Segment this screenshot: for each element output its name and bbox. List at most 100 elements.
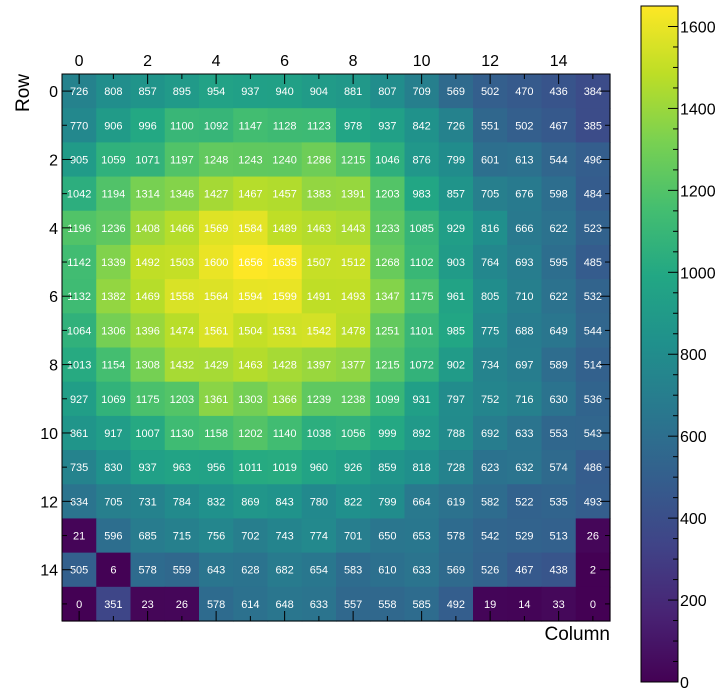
cell-value-label: 859 — [378, 462, 396, 474]
cell-value-label: 502 — [515, 120, 533, 132]
colorbar-tick-label: 1200 — [680, 183, 716, 200]
cell-value-label: 1194 — [102, 189, 126, 201]
cell-value-label: 960 — [310, 462, 328, 474]
cell-value-label: 857 — [447, 189, 465, 201]
cell-value-label: 1474 — [170, 325, 194, 337]
cell-value-label: 1147 — [239, 120, 263, 132]
cell-value-label: 927 — [70, 394, 88, 406]
cell-value-label: 985 — [447, 325, 465, 337]
cell-value-label: 705 — [481, 189, 499, 201]
cell-value-label: 654 — [310, 565, 328, 577]
cell-value-label: 23 — [142, 599, 154, 611]
cell-value-label: 385 — [584, 120, 602, 132]
cell-value-label: 1175 — [136, 394, 160, 406]
cell-value-label: 1507 — [307, 257, 331, 269]
cell-value-label: 1469 — [135, 291, 159, 303]
cell-value-label: 1656 — [238, 257, 262, 269]
cell-value-label: 614 — [241, 599, 259, 611]
cell-value-label: 1240 — [272, 154, 296, 166]
cell-value-label: 574 — [549, 462, 567, 474]
cell-value-label: 33 — [553, 599, 565, 611]
cell-value-label: 905 — [70, 154, 88, 166]
cell-value-label: 857 — [138, 86, 156, 98]
colorbar-tick-label: 200 — [680, 593, 707, 610]
cell-value-label: 633 — [515, 428, 533, 440]
cell-value-label: 705 — [104, 496, 122, 508]
cell-value-label: 999 — [378, 428, 396, 440]
cell-value-label: 1130 — [170, 428, 194, 440]
x-axis-tick-labels: 0 2 4 6 8 10 12 14 — [75, 53, 568, 70]
cell-value-label: 1561 — [204, 325, 228, 337]
cell-value-label: 1102 — [410, 257, 434, 269]
cell-value-label: 6 — [110, 565, 116, 577]
cell-value-label: 1042 — [67, 189, 91, 201]
cell-value-label: 21 — [73, 531, 85, 543]
cell-value-label: 1011 — [239, 462, 263, 474]
cell-value-label: 666 — [515, 223, 533, 235]
cell-value-label: 861 — [70, 428, 88, 440]
cell-value-label: 649 — [549, 325, 567, 337]
colorbar-tick-label: 1600 — [680, 19, 716, 36]
cell-value-label: 1396 — [135, 325, 159, 337]
cell-value-label: 822 — [344, 496, 362, 508]
cell-value-label: 1361 — [204, 394, 228, 406]
cell-value-label: 807 — [378, 86, 396, 98]
cell-value-label: 493 — [584, 496, 602, 508]
cell-value-label: 1202 — [238, 428, 262, 440]
cell-value-label: 1203 — [170, 394, 194, 406]
cell-value-label: 1493 — [341, 291, 365, 303]
cell-value-label: 578 — [447, 531, 465, 543]
cell-value-label: 731 — [138, 496, 156, 508]
cell-value-label: 582 — [481, 496, 499, 508]
cell-value-label: 536 — [584, 394, 602, 406]
cell-value-label: 551 — [481, 120, 499, 132]
cell-value-label: 1443 — [341, 223, 365, 235]
cell-value-label: 544 — [584, 325, 602, 337]
cell-value-label: 926 — [344, 462, 362, 474]
cell-value-label: 557 — [344, 599, 362, 611]
cell-value-label: 1377 — [341, 360, 365, 372]
cell-value-label: 697 — [515, 360, 533, 372]
cell-value-label: 558 — [378, 599, 396, 611]
cell-value-label: 578 — [207, 599, 225, 611]
cell-value-label: 26 — [587, 531, 599, 543]
cell-value-label: 1142 — [67, 257, 91, 269]
cell-value-label: 492 — [447, 599, 465, 611]
cell-value-label: 436 — [549, 86, 567, 98]
x-tick-label: 4 — [212, 53, 221, 70]
cell-value-label: 1558 — [170, 291, 194, 303]
cell-value-label: 522 — [515, 496, 533, 508]
cell-value-label: 881 — [344, 86, 362, 98]
cell-value-label: 1569 — [204, 223, 228, 235]
cell-value-label: 553 — [549, 428, 567, 440]
cell-value-label: 775 — [481, 325, 499, 337]
cell-value-label: 1408 — [135, 223, 159, 235]
cell-value-label: 496 — [584, 154, 602, 166]
cell-value-label: 19 — [484, 599, 496, 611]
cell-value-label: 1308 — [135, 360, 159, 372]
cell-value-label: 1512 — [341, 257, 365, 269]
x-tick-label: 14 — [550, 53, 568, 70]
cell-value-label: 1564 — [204, 291, 228, 303]
cell-value-label: 544 — [549, 154, 567, 166]
cell-value-label: 682 — [275, 565, 293, 577]
cell-value-label: 1504 — [238, 325, 262, 337]
cell-value-label: 1123 — [307, 120, 331, 132]
cell-value-label: 1268 — [375, 257, 399, 269]
cell-value-label: 774 — [310, 531, 328, 543]
cell-value-label: 963 — [173, 462, 191, 474]
cell-value-label: 1492 — [135, 257, 159, 269]
cell-value-label: 940 — [275, 86, 293, 98]
cell-value-label: 702 — [241, 531, 259, 543]
cell-value-label: 805 — [481, 291, 499, 303]
y-tick-label: 12 — [40, 494, 58, 511]
cell-value-label: 1339 — [101, 257, 125, 269]
cell-value-label: 735 — [70, 462, 88, 474]
cell-value-label: 653 — [412, 531, 430, 543]
cell-value-label: 876 — [412, 154, 430, 166]
cell-value-label: 1064 — [67, 325, 91, 337]
cell-value-label: 1007 — [135, 428, 159, 440]
cell-value-label: 1584 — [238, 223, 262, 235]
cell-value-label: 542 — [481, 531, 499, 543]
colorbar-tick-label: 400 — [680, 511, 707, 528]
